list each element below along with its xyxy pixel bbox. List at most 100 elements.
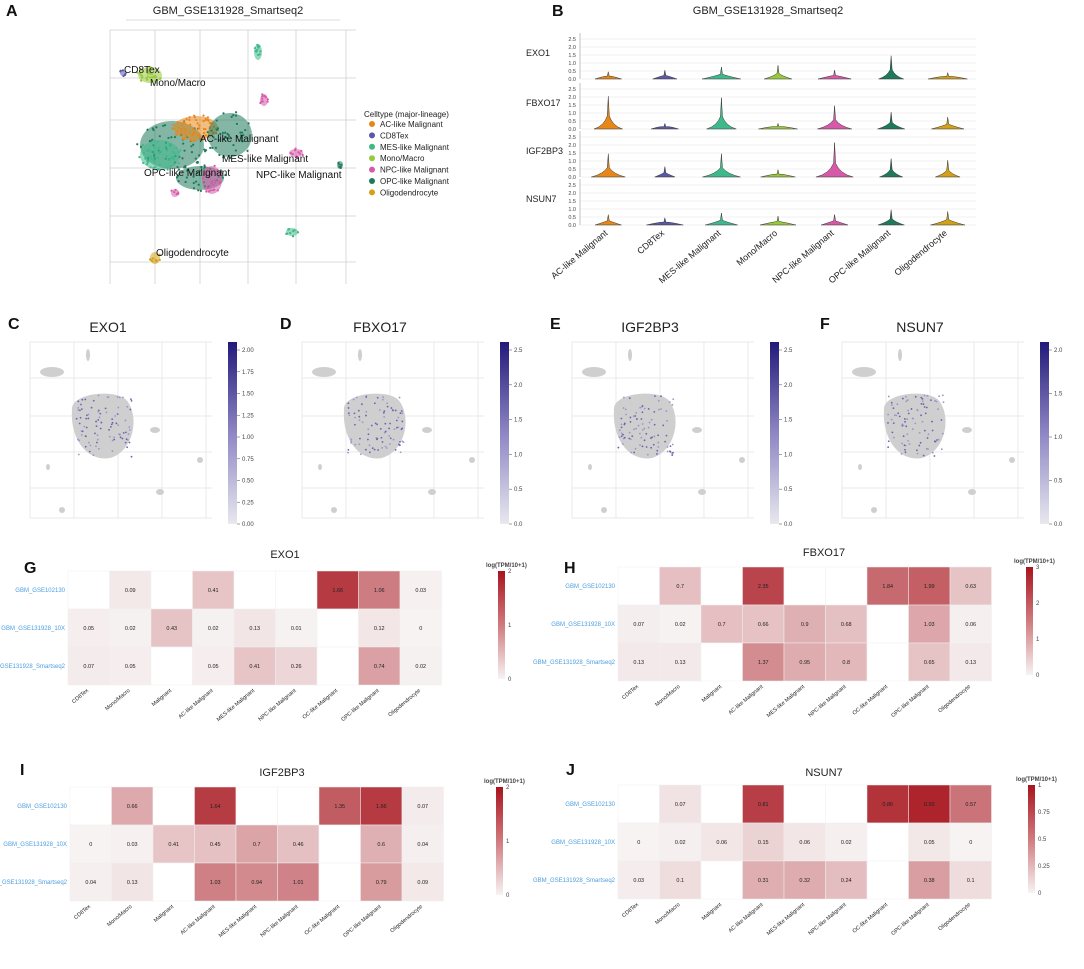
heatmap-cell [659, 604, 702, 644]
heatmap-cell-value: 0.07 [633, 622, 644, 628]
violin-cd8tex [654, 166, 676, 178]
heatmap-col-label: Oligodendrocyte [937, 902, 972, 932]
heatmap-cell-value: 0.09 [125, 588, 136, 594]
feature-plot-exo1: C EXO1 0.00 0.25 0.50 0.75 1.00 1.25 1.50 1.75 2.0… [8, 316, 254, 528]
heatmap-cell [617, 642, 660, 682]
heatmap-cell [659, 784, 702, 824]
panel-label: I [20, 762, 24, 779]
heatmap-row-label: GBM_GSE102130 [15, 588, 65, 594]
heatmap-cell-value: 0.26 [291, 664, 302, 670]
heatmap-cell-value: 0.7 [718, 622, 726, 628]
heatmap-cell-value: 0.46 [293, 842, 304, 848]
heatmap-cell [659, 860, 702, 900]
heatmap-cell-value: 0.81 [758, 802, 769, 808]
legend-swatch [369, 132, 375, 139]
heatmap-cell [233, 646, 276, 686]
heatmap-cell [109, 608, 152, 648]
heatmap-col-label: Mono/Macro [106, 904, 133, 928]
feature-plot-nsun7: F NSUN7 0.0 0.5 1.0 1.5 2.0 [820, 316, 1063, 528]
heatmap-cell [949, 642, 992, 682]
heatmap-cell [275, 608, 318, 648]
colorbar-tick: 1.5 [784, 418, 793, 424]
heatmap-col-label: OPC-like Malignant [342, 904, 383, 939]
heatmap-cell-value: 0.41 [168, 842, 179, 848]
heatmap-col-label: Malignant [151, 688, 173, 708]
violin-mes-like-malignant [702, 153, 741, 178]
heatmap-cell [318, 824, 361, 864]
heatmap-cell-value: 0.57 [965, 802, 976, 808]
colorbar-tick: 0 [1036, 673, 1040, 679]
heatmap-cell [700, 860, 743, 900]
heatmap-col-label: Malignant [701, 684, 723, 704]
panel-label-a: A [6, 3, 18, 20]
violin-npc-like-malignant [815, 142, 854, 178]
violin-gene-label: IGF2BP3 [526, 146, 563, 156]
heatmap-cell [150, 608, 193, 648]
cell-cluster-olig [148, 252, 161, 264]
cluster-label-cd8tex: CD8Tex [124, 65, 160, 76]
heatmap-cell [318, 862, 361, 902]
heatmap-cell-value: 0.68 [841, 622, 852, 628]
heatmap-cell [866, 604, 909, 644]
violin-row-fbxo17: 0.0 0.5 1.0 1.5 2.0 2.5 FBXO17 [526, 83, 976, 133]
heatmap-cell-value: 0.86 [882, 802, 893, 808]
violin-opc-like-malignant [879, 158, 903, 178]
heatmap-cell-value: 0.01 [291, 626, 302, 632]
cluster-label-mono-macro: Mono/Macro [150, 78, 206, 89]
colorbar-tick: 0.0 [784, 522, 793, 528]
heatmap-cell [358, 570, 401, 610]
heatmap-cell [69, 786, 112, 826]
violin-y-tick: 0.5 [568, 69, 576, 75]
colorbar-tick: 0.00 [242, 522, 254, 528]
colorbar [496, 787, 503, 895]
heatmap-title: EXO1 [270, 549, 299, 561]
heatmap-col-label: Mono/Macro [104, 688, 131, 712]
heatmap-cell [742, 604, 785, 644]
feature-title: FBXO17 [353, 319, 407, 335]
heatmap-col-label: NPC-like Malignant [260, 904, 300, 939]
heatmap-cell [825, 860, 868, 900]
feature-cell-cloud [582, 349, 745, 513]
colorbar-tick: 2.0 [1054, 348, 1063, 354]
heatmap-row-label: GBM_GSE102130 [17, 804, 67, 810]
colorbar-tick: 1.0 [784, 452, 793, 458]
heatmap-cell [700, 784, 743, 824]
colorbar-tick: 1.25 [242, 413, 254, 419]
violin-x-label: AC-like Malignant [549, 228, 610, 281]
heatmap-cell-value: 0.1 [967, 878, 975, 884]
cluster-label-ac-like: AC-like Malignant [200, 134, 279, 145]
colorbar [1026, 567, 1033, 675]
heatmap-cell-value: 0.02 [125, 626, 136, 632]
legend-item-opc-like-malignant: OPC-like Malignant [369, 177, 450, 186]
heatmaps: G EXO1 GBM_GSE102130 0.09 0.41 1.66 1.06 0.03 GB… [0, 547, 1057, 939]
colorbar-tick: 2 [1036, 601, 1040, 607]
heatmap-col-label: OC-like Malignant [302, 688, 340, 721]
heatmap-cell [233, 608, 276, 648]
violin-y-tick: 1.5 [568, 151, 576, 157]
heatmap-row-label: GBM_GSE131928_10X [1, 626, 65, 632]
violin-mes-like-malignant [706, 97, 737, 130]
legend-swatch [369, 121, 375, 127]
heatmap-cell [783, 604, 826, 644]
heatmap-col-label: CD8Tex [621, 902, 640, 919]
violin-y-tick: 0.5 [568, 119, 576, 125]
violin-y-tick: 1.0 [568, 159, 576, 165]
heatmap-col-label: Malignant [701, 902, 723, 922]
heatmap-cell [399, 646, 442, 686]
heatmap-col-label: Mono/Macro [654, 902, 681, 926]
heatmap-nsun7: J NSUN7 GBM_GSE102130 0.07 0.81 0.86 0.93 0.57 G… [533, 762, 1057, 937]
violin-mono-macro [759, 216, 797, 226]
heatmap-cell-value: 0.13 [127, 880, 138, 886]
heatmap-cell [659, 566, 702, 606]
heatmap-col-label: AC-like Malignant [178, 688, 215, 721]
heatmap-cell [67, 646, 110, 686]
heatmap-cell [150, 646, 193, 686]
violin-x-label: OPC-like Malignant [827, 228, 893, 286]
heatmap-cell [617, 784, 660, 824]
feature-cell-cloud [312, 349, 475, 513]
violin-npc-like-malignant [817, 70, 852, 80]
violin-cd8tex [651, 122, 679, 130]
legend-item-mes-like-malignant: MES-like Malignant [369, 143, 450, 152]
heatmap-cell-value: 0.13 [249, 626, 260, 632]
colorbar [1040, 342, 1049, 524]
